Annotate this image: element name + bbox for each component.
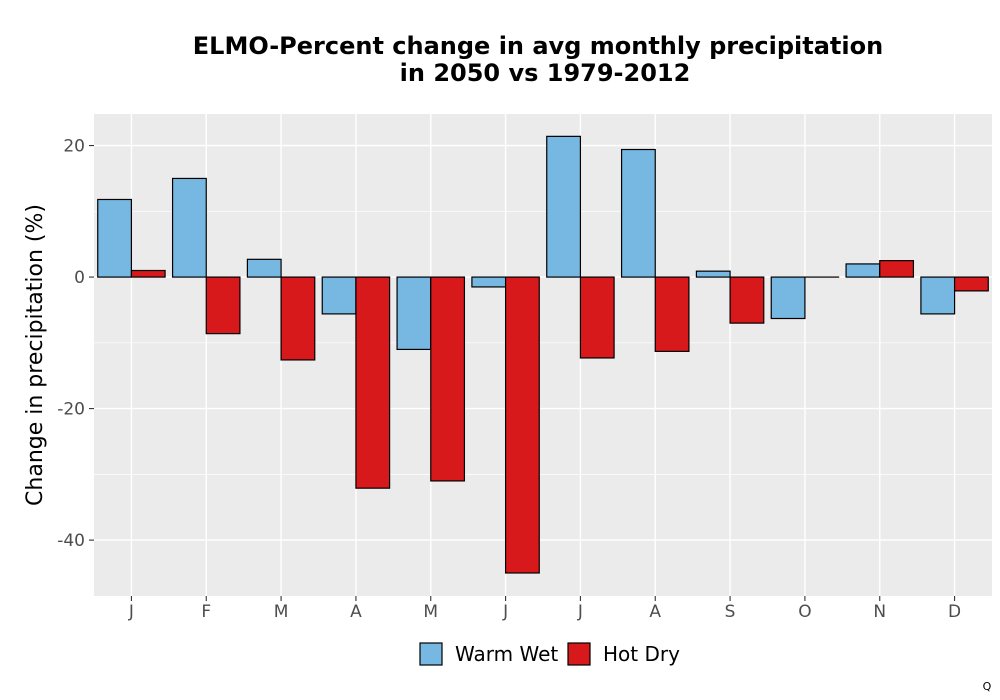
- x-tick-label: O: [798, 602, 811, 622]
- y-tick-label: -20: [57, 400, 85, 420]
- bar-hot-dry-10: [879, 260, 915, 278]
- bar-warm-wet-11: [920, 276, 956, 315]
- y-tick-label: -40: [57, 531, 85, 551]
- chart-title-line-2: in 2050 vs 1979-2012: [400, 59, 691, 87]
- y-tick-label: 0: [74, 268, 85, 288]
- bar-warm-wet-2: [246, 258, 282, 278]
- legend-label: Warm Wet: [455, 642, 558, 666]
- bars: [97, 135, 989, 574]
- y-axis-ticks: 20 0 -20 -40: [57, 137, 94, 551]
- x-tick-label: A: [350, 602, 362, 622]
- bar-warm-wet-10: [845, 263, 881, 278]
- bar-warm-wet-7: [620, 148, 656, 278]
- legend-label: Hot Dry: [603, 642, 680, 666]
- x-tick-label: N: [873, 602, 886, 622]
- x-tick-label: J: [502, 602, 508, 622]
- bar-warm-wet-3: [321, 276, 357, 315]
- bar-hot-dry-4: [430, 276, 466, 482]
- x-tick-label: F: [201, 602, 211, 622]
- bar-warm-wet-1: [171, 177, 207, 278]
- x-tick-label: J: [128, 602, 134, 622]
- corner-mark: Q: [983, 680, 992, 693]
- bar-hot-dry-0: [130, 269, 166, 278]
- bar-warm-wet-0: [97, 198, 133, 278]
- bar-hot-dry-6: [579, 276, 615, 359]
- bar-warm-wet-4: [396, 276, 432, 351]
- x-tick-label: M: [274, 602, 289, 622]
- x-tick-label: J: [577, 602, 583, 622]
- bar-warm-wet-6: [546, 135, 582, 278]
- bar-hot-dry-8: [729, 276, 765, 324]
- bar-hot-dry-11: [953, 276, 989, 292]
- bar-warm-wet-9: [770, 276, 806, 320]
- bar-hot-dry-3: [355, 276, 391, 489]
- legend-key-hot-dry: [567, 642, 591, 666]
- y-axis-title: Change in precipitation (%): [23, 204, 48, 506]
- bar-warm-wet-8: [695, 270, 731, 278]
- bar-warm-wet-5: [471, 276, 507, 288]
- plot-panel: [94, 114, 992, 596]
- legend-key-warm-wet: [419, 642, 443, 666]
- x-tick-label: D: [948, 602, 961, 622]
- x-tick-label: A: [649, 602, 661, 622]
- x-tick-label: M: [423, 602, 438, 622]
- x-tick-label: S: [725, 602, 736, 622]
- bar-hot-dry-1: [205, 276, 241, 335]
- legend: Warm Wet Hot Dry: [419, 642, 680, 666]
- bar-hot-dry-5: [504, 276, 540, 574]
- y-tick-label: 20: [63, 137, 85, 157]
- chart-title-line-1: ELMO-Percent change in avg monthly preci…: [193, 32, 883, 60]
- bar-hot-dry-2: [280, 276, 316, 361]
- bar-hot-dry-7: [654, 276, 690, 352]
